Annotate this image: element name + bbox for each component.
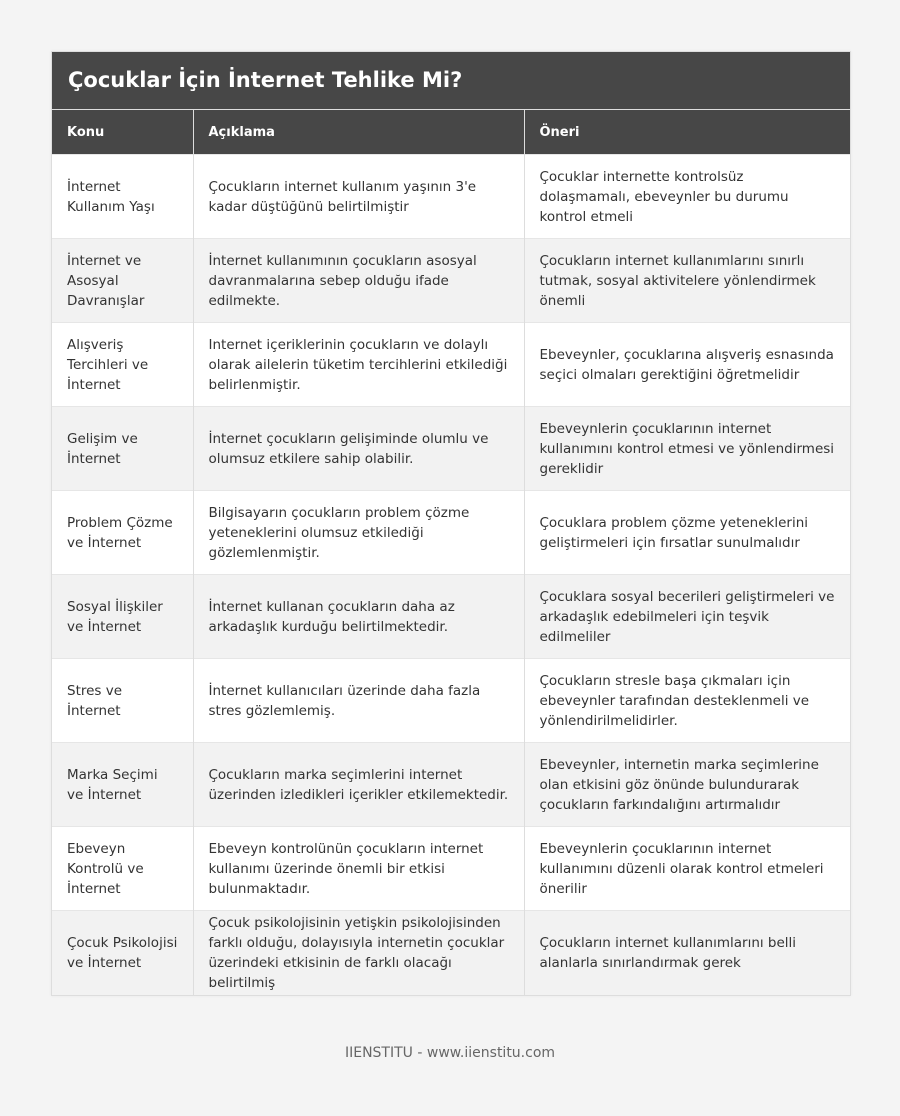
recommendation-cell: Çocuklara problem çözme yeteneklerini ge… (524, 490, 850, 575)
topic-cell: Sosyal İlişkiler ve İnternet (52, 574, 194, 659)
recommendation-cell: Ebeveynlerin çocuklarının internet kulla… (524, 406, 850, 491)
topic-cell: Problem Çözme ve İnternet (52, 490, 194, 575)
recommendation-cell: Çocuklar internette kontrolsüz dolaşmama… (524, 154, 850, 239)
topic-cell: Stres ve İnternet (52, 658, 194, 743)
topic-cell: Gelişim ve İnternet (52, 406, 194, 491)
description-cell: Internet içeriklerinin çocukların ve dol… (193, 322, 525, 407)
topic-cell: İnternet Kullanım Yaşı (52, 154, 194, 239)
description-cell: İnternet kullanımının çocukların asosyal… (193, 238, 525, 323)
table-card: Çocuklar İçin İnternet Tehlike Mi? Konu … (51, 51, 851, 996)
recommendation-cell: Ebeveynler, internetin marka seçimlerine… (524, 742, 850, 827)
description-cell: İnternet kullanan çocukların daha az ark… (193, 574, 525, 659)
description-cell: İnternet kullanıcıları üzerinde daha faz… (193, 658, 525, 743)
footer-credit: IIENSTITU - www.iienstitu.com (344, 1045, 556, 1061)
description-cell: Çocuk psikolojisinin yetişkin psikolojis… (193, 910, 525, 995)
description-cell: İnternet çocukların gelişiminde olumlu v… (193, 406, 525, 491)
data-table: Konu Açıklama Öneri İnternet Kullanım Ya… (52, 110, 850, 995)
header-row: Konu Açıklama Öneri (52, 110, 850, 155)
table-row: Çocuk Psikolojisi ve İnternet Çocuk psiko… (52, 910, 850, 995)
recommendation-cell: Ebeveynlerin çocuklarının internet kulla… (524, 826, 850, 911)
table-row: Gelişim ve İnternet İnternet çocukların g… (52, 406, 850, 491)
table-row: Marka Seçimi ve İnternet Çocukların marka… (52, 742, 850, 827)
table-row: İnternet ve Asosyal Davranışlar İnternet … (52, 238, 850, 323)
table-row: Sosyal İlişkiler ve İnternet İnternet kul… (52, 574, 850, 659)
recommendation-cell: Çocukların internet kullanımlarını belli… (524, 910, 850, 995)
recommendation-cell: Ebeveynler, çocuklarına alışveriş esnası… (524, 322, 850, 407)
topic-cell: Ebeveyn Kontrolü ve İnternet (52, 826, 194, 911)
recommendation-cell: Çocuklara sosyal becerileri geliştirmele… (524, 574, 850, 659)
column-header-aciklama: Açıklama (193, 110, 525, 155)
topic-cell: Alışveriş Tercihleri ve İnternet (52, 322, 194, 407)
description-cell: Çocukların internet kullanım yaşının 3'e… (193, 154, 525, 239)
description-cell: Ebeveyn kontrolünün çocukların internet … (193, 826, 525, 911)
column-header-konu: Konu (52, 110, 194, 155)
table-row: Stres ve İnternet İnternet kullanıcıları … (52, 658, 850, 743)
topic-cell: İnternet ve Asosyal Davranışlar (52, 238, 194, 323)
table-row: Problem Çözme ve İnternet Bilgisayarın ço… (52, 490, 850, 575)
table-row: Alışveriş Tercihleri ve İnternet Internet… (52, 322, 850, 407)
description-cell: Çocukların marka seçimlerini internet üz… (193, 742, 525, 827)
description-cell: Bilgisayarın çocukların problem çözme ye… (193, 490, 525, 575)
table-row: Ebeveyn Kontrolü ve İnternet Ebeveyn kont… (52, 826, 850, 911)
column-header-oneri: Öneri (524, 110, 850, 155)
page-title: Çocuklar İçin İnternet Tehlike Mi? (52, 52, 850, 110)
recommendation-cell: Çocukların stresle başa çıkmaları için e… (524, 658, 850, 743)
topic-cell: Çocuk Psikolojisi ve İnternet (52, 910, 194, 995)
table-row: İnternet Kullanım Yaşı Çocukların interne… (52, 154, 850, 239)
topic-cell: Marka Seçimi ve İnternet (52, 742, 194, 827)
recommendation-cell: Çocukların internet kullanımlarını sınır… (524, 238, 850, 323)
